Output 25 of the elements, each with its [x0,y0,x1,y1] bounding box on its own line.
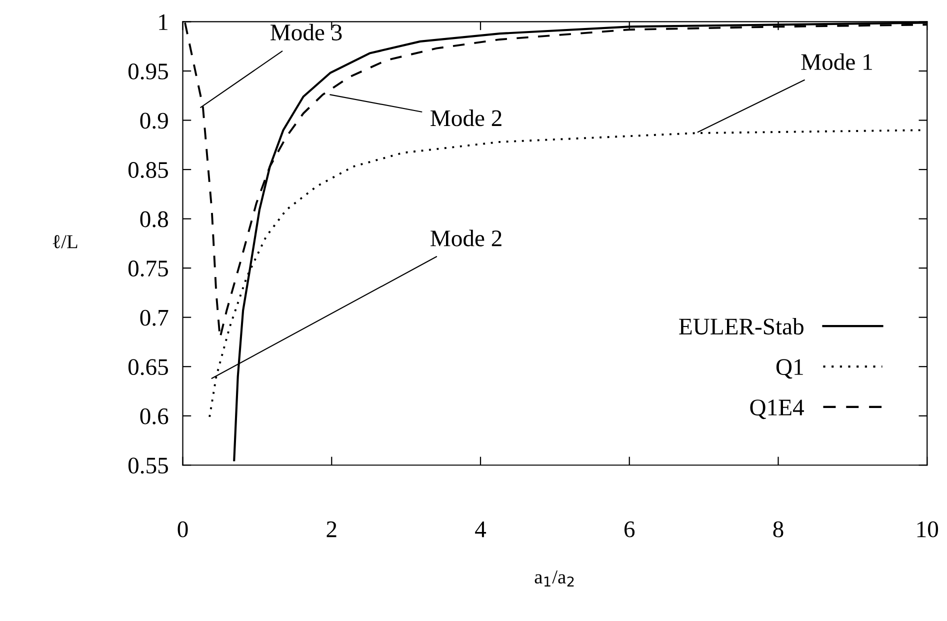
annotation: Mode 1 [801,53,872,70]
legend-label: Q1 [776,359,803,379]
y-tick-label: 0.6 [140,408,168,424]
y-tick-label: 0.95 [128,63,168,80]
y-tick-label: 0.55 [128,458,168,474]
x-tick-label: 10 [917,521,938,538]
y-tick-label: 0.7 [140,310,168,326]
y-tick-label: 0.65 [128,359,168,376]
y-tick-label: 1 [159,14,168,30]
x-axis-title: a$_{1}$/a$_{2}$ [534,570,574,587]
x-tick-label: 0 [178,521,188,538]
x-tick-label: 4 [475,522,486,538]
legend-label: EULER-Stab [679,318,804,335]
y-tick-label: 0.85 [128,162,168,178]
legend-label: Q1E4 [750,400,804,420]
annotation: Mode 2 [430,230,502,246]
x-tick-label: 6 [624,521,635,538]
y-tick-label: 0.75 [128,260,168,277]
y-tick-label: 0.9 [140,112,168,129]
annotation: Mode 3 [270,24,342,40]
annotation: Mode 2 [430,110,502,126]
y-tick-label: 0.8 [140,211,168,228]
x-tick-label: 2 [326,521,336,538]
y-axis-title: ℓ/L [52,235,78,248]
x-tick-label: 8 [773,521,784,538]
